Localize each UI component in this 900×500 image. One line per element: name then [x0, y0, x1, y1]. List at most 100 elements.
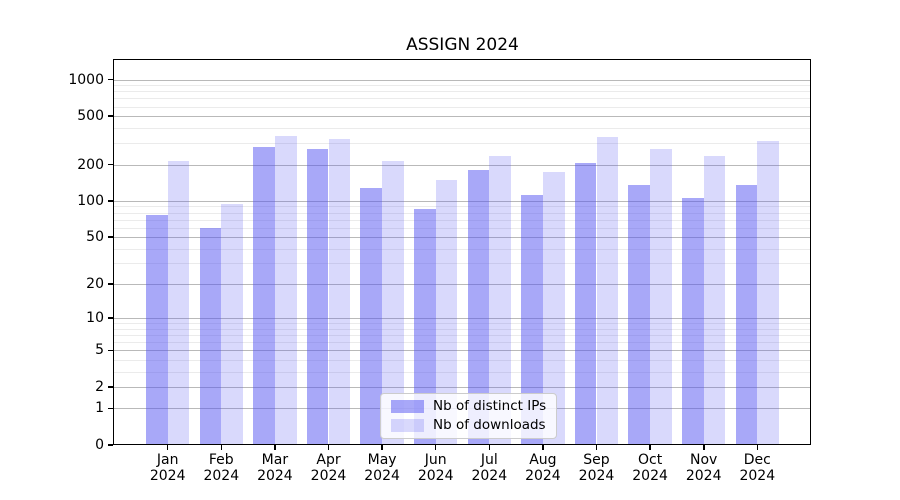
major-gridline — [114, 284, 811, 285]
minor-gridline — [114, 212, 811, 214]
x-tick-label: Jan 2024 — [149, 452, 186, 484]
minor-gridline — [114, 335, 811, 336]
bar-downloads — [382, 160, 404, 445]
major-gridline — [114, 350, 811, 352]
x-tick-label: Oct 2024 — [632, 452, 668, 484]
y-tick-mark — [108, 78, 113, 81]
legend-swatch-downloads-icon — [391, 419, 424, 432]
minor-gridline — [114, 342, 811, 344]
y-tick-label: 200 — [77, 156, 104, 173]
legend: Nb of distinct IPs Nb of downloads — [380, 393, 558, 439]
bar-distinct-ips — [681, 198, 704, 445]
minor-gridline — [114, 227, 811, 229]
x-tick-label: Feb 2024 — [203, 452, 240, 484]
y-tick-label: 2 — [95, 378, 104, 395]
bar-distinct-ips — [413, 209, 436, 445]
y-tick-label: 100 — [77, 192, 104, 209]
bar-downloads — [167, 160, 190, 445]
bar-downloads — [489, 155, 512, 445]
x-tick-label: Nov 2024 — [685, 452, 722, 484]
x-tick-mark — [274, 445, 276, 450]
y-tick-label: 10 — [86, 310, 104, 327]
x-tick-mark — [381, 445, 383, 450]
bar-downloads — [596, 137, 619, 445]
bar-downloads — [274, 136, 297, 445]
y-tick-label: 0 — [95, 437, 104, 453]
y-tick-mark — [108, 200, 113, 202]
minor-gridline — [114, 106, 811, 108]
major-gridline — [114, 164, 811, 166]
y-tick-mark — [108, 317, 113, 319]
x-tick-mark — [595, 445, 598, 450]
bar-distinct-ips — [199, 228, 222, 445]
bar-downloads — [328, 138, 351, 445]
x-tick-label: Jul 2024 — [471, 452, 508, 484]
minor-gridline — [114, 371, 811, 373]
bar-downloads — [703, 156, 726, 445]
minor-gridline — [114, 98, 811, 100]
y-tick-mark — [108, 115, 113, 117]
minor-gridline — [114, 206, 811, 208]
y-tick-mark — [108, 283, 113, 285]
x-tick-label: Apr 2024 — [310, 452, 347, 484]
x-tick-mark — [220, 445, 222, 450]
y-tick-label: 1 — [95, 400, 104, 417]
chart-title: ASSIGN 2024 — [406, 35, 519, 55]
minor-gridline — [114, 219, 811, 221]
y-tick-mark — [108, 163, 113, 166]
bar-distinct-ips — [360, 187, 383, 445]
minor-gridline — [114, 128, 811, 129]
bar-downloads — [757, 140, 780, 445]
minor-gridline — [114, 91, 811, 93]
major-gridline — [114, 237, 811, 238]
major-gridline — [114, 79, 811, 81]
y-tick-mark — [108, 407, 113, 410]
major-gridline — [114, 318, 811, 320]
bar-distinct-ips — [145, 215, 168, 445]
x-tick-mark — [649, 445, 651, 450]
legend-label-distinct-ips: Nb of distinct IPs — [433, 398, 547, 414]
legend-swatch-distinct-ips-icon — [391, 400, 424, 413]
bar-distinct-ips — [628, 184, 651, 445]
minor-gridline — [114, 248, 811, 250]
minor-gridline — [114, 328, 811, 330]
x-tick-label: Jun 2024 — [417, 452, 454, 484]
x-tick-label: Aug 2024 — [525, 452, 561, 484]
major-gridline — [114, 200, 811, 202]
bar-downloads — [542, 172, 565, 445]
x-tick-mark — [756, 445, 758, 450]
y-tick-label: 1000 — [68, 71, 104, 88]
x-tick-mark — [327, 445, 330, 450]
y-tick-mark — [108, 236, 113, 238]
y-tick-label: 5 — [95, 342, 104, 359]
bar-distinct-ips — [306, 149, 329, 445]
minor-gridline — [114, 143, 811, 145]
y-tick-label: 50 — [86, 229, 104, 245]
bar-distinct-ips — [521, 194, 543, 445]
minor-gridline — [114, 359, 811, 361]
bar-distinct-ips — [253, 147, 275, 445]
x-tick-mark — [166, 445, 169, 450]
bar-downloads — [435, 180, 458, 445]
y-tick-mark — [108, 349, 113, 351]
plot-area — [114, 60, 811, 445]
minor-gridline — [114, 323, 811, 325]
legend-entry-downloads: Nb of downloads — [391, 417, 546, 433]
major-gridline — [114, 116, 811, 118]
bar-distinct-ips — [467, 170, 490, 445]
x-tick-label: Sep 2024 — [578, 452, 615, 484]
x-tick-mark — [434, 445, 437, 450]
bar-distinct-ips — [574, 163, 597, 445]
minor-gridline — [114, 85, 811, 87]
legend-label-downloads: Nb of downloads — [433, 417, 546, 433]
y-tick-label: 20 — [86, 276, 104, 292]
legend-entry-distinct-ips: Nb of distinct IPs — [391, 398, 547, 414]
x-tick-mark — [542, 445, 544, 450]
y-tick-label: 500 — [77, 108, 104, 125]
y-tick-mark — [108, 386, 113, 388]
bar-downloads — [650, 148, 672, 445]
x-tick-label: Mar 2024 — [257, 452, 293, 484]
y-tick-mark — [108, 444, 113, 446]
x-tick-mark — [488, 445, 491, 450]
x-tick-label: May 2024 — [364, 452, 400, 484]
